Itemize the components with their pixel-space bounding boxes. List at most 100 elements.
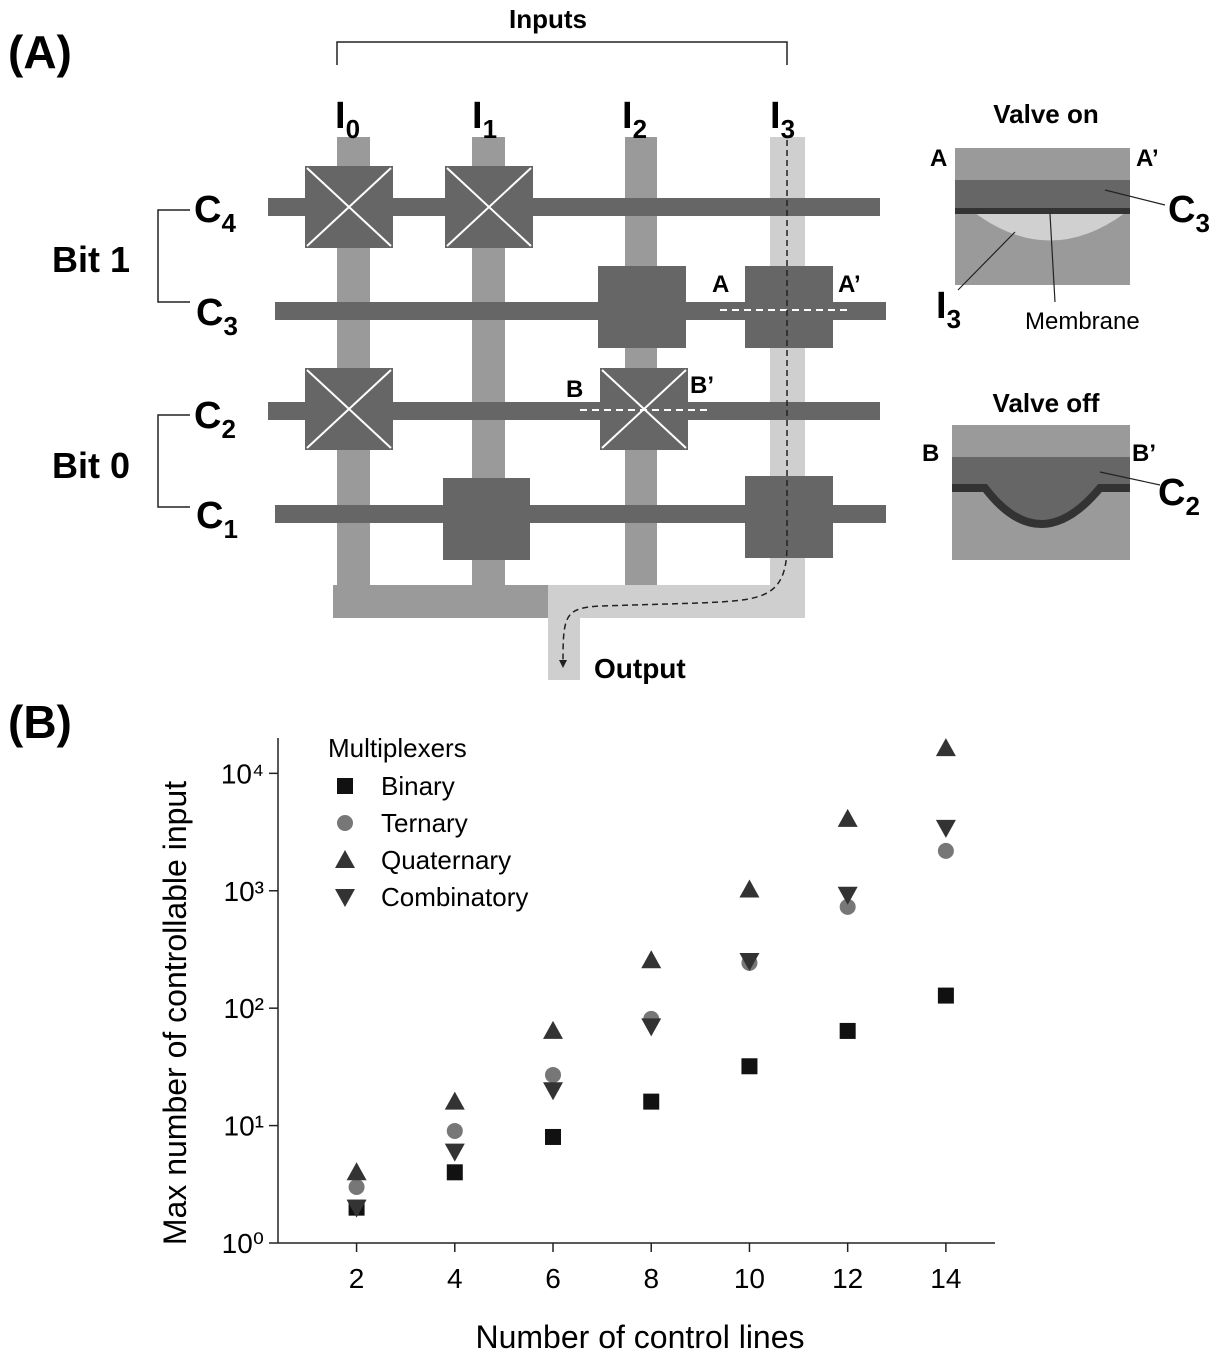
marker <box>837 808 858 827</box>
label-main: I <box>622 95 633 137</box>
leader-line <box>1099 471 1161 486</box>
leader-line <box>957 189 1166 303</box>
label-main: C <box>196 495 223 537</box>
section-mark: A <box>930 145 947 172</box>
legend-label: Binary <box>381 771 455 801</box>
channel-section <box>975 213 1125 241</box>
label-main: C <box>196 292 223 334</box>
input-label: I1 <box>472 95 497 144</box>
bit-label: Bit 1 <box>52 239 130 280</box>
y-tick-label: 10⁴ <box>221 758 264 789</box>
membrane <box>952 484 1130 528</box>
bit-bracket <box>157 209 190 508</box>
y-tick-label: 10² <box>224 993 264 1024</box>
valve <box>598 266 686 348</box>
panel-label: (A) <box>8 26 72 78</box>
label-sub: 3 <box>1195 208 1209 238</box>
inputs-title: Inputs <box>509 4 587 34</box>
section-mark: B’ <box>690 372 714 399</box>
membrane <box>955 208 1130 214</box>
marker <box>641 1018 662 1037</box>
marker <box>545 1128 562 1145</box>
valve-cross <box>306 167 392 247</box>
label-main: I <box>770 95 781 137</box>
panel-a: (A) Inputs I0 I1 I2 I3 C4 C3 C2 C1 Bit 1… <box>8 4 1210 684</box>
valves <box>305 166 833 560</box>
marker <box>346 1199 367 1218</box>
marker <box>739 879 760 898</box>
panel-b: (B) Number of control lines Max number o… <box>8 696 995 1355</box>
flow-arrow <box>559 660 567 668</box>
label-sub: 3 <box>947 304 961 334</box>
marker <box>937 842 954 859</box>
legend-marker <box>337 815 353 831</box>
channel <box>548 585 805 618</box>
control-label: C1 <box>196 495 238 544</box>
control-line <box>275 505 886 523</box>
layer <box>952 425 1130 457</box>
inputs-bracket <box>336 41 788 65</box>
control-label: C3 <box>1168 189 1210 238</box>
legend-label: Combinatory <box>381 882 528 912</box>
valve <box>745 266 833 348</box>
marker <box>446 1164 463 1181</box>
input-label: I2 <box>622 95 647 144</box>
marker <box>545 1066 562 1083</box>
valve-off-title: Valve off <box>993 388 1100 418</box>
marker <box>346 1162 367 1181</box>
label-sub: 1 <box>483 114 497 144</box>
control-label: C4 <box>194 189 236 238</box>
control-line <box>275 302 886 320</box>
label-main: C <box>194 189 221 231</box>
legend-title: Multiplexers <box>328 733 467 763</box>
x-tick-label: 6 <box>545 1263 561 1294</box>
marker <box>837 886 858 905</box>
control-label: C2 <box>194 395 236 444</box>
label-sub: 1 <box>223 514 237 544</box>
label-main: C <box>1168 189 1195 231</box>
label-sub: 2 <box>221 414 235 444</box>
layer <box>952 457 1130 524</box>
label-main: C <box>1158 472 1185 514</box>
marker <box>741 1058 758 1075</box>
valve <box>745 476 833 558</box>
control-line <box>268 198 880 216</box>
legend-marker <box>335 889 355 907</box>
valve <box>443 478 530 560</box>
marker <box>446 1122 463 1139</box>
marker <box>839 1022 856 1039</box>
label-sub: 4 <box>221 208 236 238</box>
panel-label: (B) <box>8 696 72 748</box>
bit-label: Bit 0 <box>52 445 130 486</box>
label-main: I <box>335 95 346 137</box>
section-mark: A’ <box>838 271 861 298</box>
section-mark: B’ <box>1132 440 1156 467</box>
x-tick-label: 8 <box>643 1263 659 1294</box>
section-mark: A’ <box>1136 145 1159 172</box>
marker <box>543 1020 564 1039</box>
marker <box>641 950 662 969</box>
x-tick-label: 2 <box>349 1263 365 1294</box>
valve-on-title: Valve on <box>993 99 1099 129</box>
section-line <box>580 309 850 411</box>
label-sub: 3 <box>223 311 237 341</box>
x-tick-label: 10 <box>734 1263 765 1294</box>
x-tick-label: 14 <box>930 1263 961 1294</box>
input-label: I3 <box>770 95 795 144</box>
legend-label: Quaternary <box>381 845 511 875</box>
legend-label: Ternary <box>381 808 468 838</box>
layer <box>955 148 1130 180</box>
y-tick-label: 10⁰ <box>222 1228 264 1259</box>
valve-cross <box>306 369 392 449</box>
label-sub: 2 <box>633 114 647 144</box>
marker <box>348 1178 365 1195</box>
marker <box>937 987 954 1004</box>
section-mark: B <box>922 440 939 467</box>
label-main: C <box>194 395 221 437</box>
channel <box>333 585 549 618</box>
marker <box>643 1093 660 1110</box>
x-tick-label: 12 <box>832 1263 863 1294</box>
section-mark: A <box>712 271 729 298</box>
control-line <box>268 402 880 420</box>
